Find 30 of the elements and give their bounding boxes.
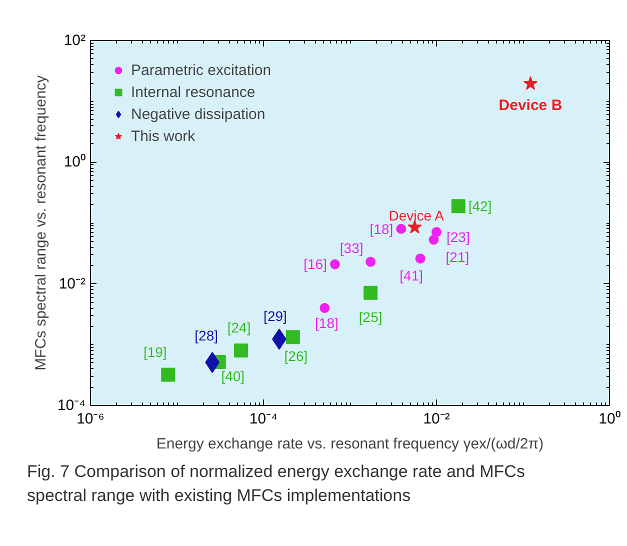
- annotation: [28]: [194, 327, 218, 344]
- y-tick-label: 10⁻²: [58, 275, 86, 292]
- annotation: [16]: [304, 256, 327, 272]
- annotation: [33]: [340, 240, 364, 256]
- annotation: [18]: [370, 220, 394, 237]
- y-axis-title: MFCs spectral range vs. resonant frequency: [32, 74, 50, 371]
- annotation: [23]: [446, 229, 470, 246]
- x-tick-label: 10⁰: [598, 410, 620, 428]
- annotation: [40]: [221, 368, 245, 384]
- x-axis-title: Energy exchange rate vs. resonant frequency γex/(ωd/2π): [156, 436, 544, 452]
- annotation: [24]: [227, 320, 251, 336]
- caption: Fig. 7 Comparison of normalized energy exchange rate and MFCs spectral range with existing MFCs implementations: [26, 461, 526, 508]
- annotation: [42]: [468, 198, 492, 214]
- legend-label: Parametric excitation: [131, 62, 272, 78]
- annotation: [21]: [446, 248, 470, 265]
- legend-label: Negative dissipation: [131, 106, 266, 122]
- legend-label: Internal resonance: [131, 84, 256, 100]
- y-tick-label: 10²: [64, 32, 86, 49]
- legend-label: This work: [131, 128, 196, 144]
- annotation: [41]: [400, 268, 423, 284]
- annotation: Device B: [498, 97, 562, 114]
- annotation: [29]: [264, 308, 287, 324]
- x-tick-label: 10⁻⁴: [249, 410, 278, 428]
- annotation: [25]: [358, 308, 382, 325]
- annotation: [26]: [284, 348, 308, 364]
- y-tick-label: 10⁰: [64, 154, 86, 171]
- annotation: [19]: [143, 344, 167, 360]
- x-tick-label: 10⁻²: [423, 410, 450, 428]
- annotation: [18]: [315, 315, 338, 332]
- annotation: Device A: [388, 207, 445, 224]
